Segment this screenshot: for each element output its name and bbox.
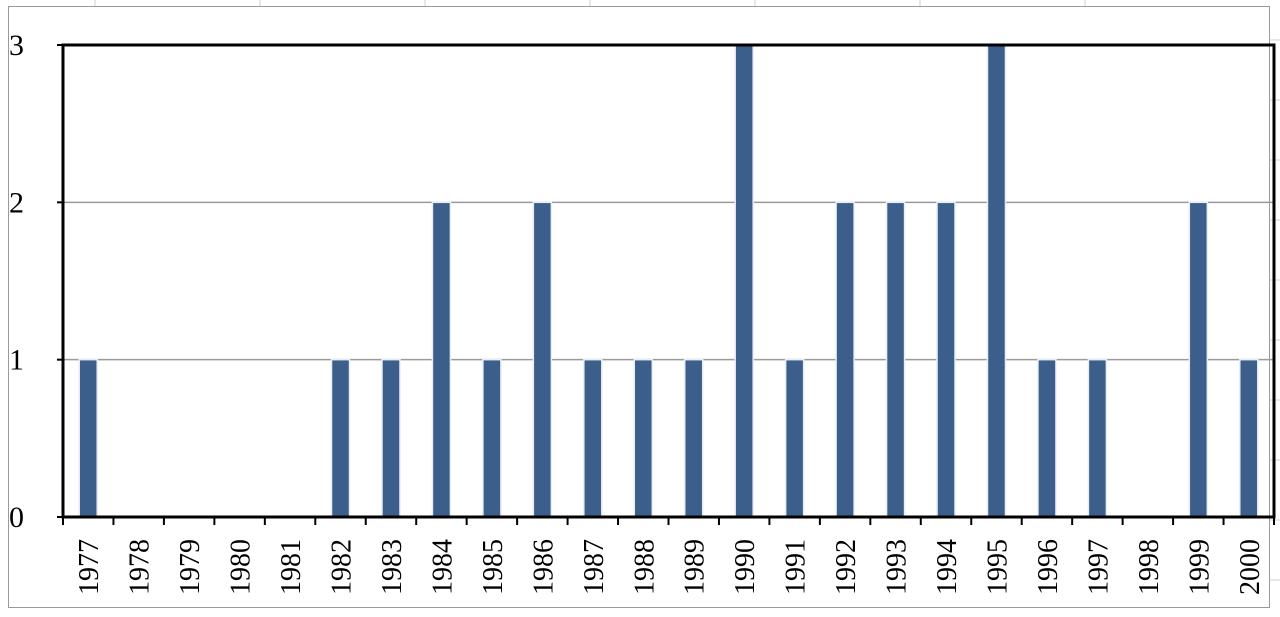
x-tick-label: 1991 bbox=[781, 539, 812, 595]
bar-1989 bbox=[683, 358, 704, 518]
bar-1988 bbox=[633, 358, 654, 518]
x-tick-label: 1998 bbox=[1134, 539, 1165, 595]
bar-2000 bbox=[1239, 358, 1259, 518]
bar-1982 bbox=[330, 358, 351, 518]
bar-1994 bbox=[936, 201, 956, 518]
y-tick-label: 2 bbox=[9, 186, 24, 219]
bar-1987 bbox=[583, 358, 603, 518]
x-tick-label: 1997 bbox=[1083, 539, 1114, 595]
bar-1993 bbox=[885, 201, 906, 518]
bars bbox=[78, 44, 1259, 518]
x-tick-label: 1978 bbox=[125, 539, 156, 595]
x-tick-label: 1994 bbox=[932, 539, 963, 595]
bar-1977 bbox=[78, 358, 98, 518]
x-tick-label: 1985 bbox=[478, 539, 509, 595]
x-tick-label: 1988 bbox=[629, 539, 660, 595]
bar-1997 bbox=[1087, 358, 1108, 518]
bar-1984 bbox=[431, 201, 452, 518]
x-axis-ticks bbox=[57, 44, 1275, 525]
x-tick-label: 1980 bbox=[226, 539, 257, 595]
bar-1983 bbox=[381, 358, 401, 518]
gridlines bbox=[63, 201, 1274, 361]
x-tick-label: 1987 bbox=[579, 539, 610, 595]
bar-1999 bbox=[1188, 201, 1209, 518]
x-tick-label: 1996 bbox=[1033, 539, 1064, 595]
x-tick-label: 1990 bbox=[730, 539, 761, 595]
y-tick-label: 0 bbox=[9, 501, 24, 534]
bar-1985 bbox=[482, 358, 502, 518]
x-tick-label: 1983 bbox=[377, 539, 408, 595]
bar-1996 bbox=[1037, 358, 1057, 518]
x-tick-label: 1977 bbox=[74, 539, 105, 595]
y-tick-label: 1 bbox=[9, 344, 24, 377]
bar-1995 bbox=[986, 44, 1007, 518]
y-tick-label: 3 bbox=[9, 29, 24, 62]
y-axis-labels: 0 1 2 3 bbox=[9, 29, 24, 534]
x-tick-label: 1982 bbox=[327, 539, 358, 595]
x-tick-label: 2000 bbox=[1235, 539, 1266, 595]
bar-1986 bbox=[532, 201, 553, 518]
x-tick-label: 1979 bbox=[175, 539, 206, 595]
bar-1991 bbox=[784, 358, 805, 518]
x-tick-label: 1993 bbox=[882, 539, 913, 595]
x-tick-label: 1984 bbox=[427, 539, 458, 595]
bar-1990 bbox=[734, 44, 754, 518]
x-tick-label: 1981 bbox=[276, 539, 307, 595]
x-tick-label: 1995 bbox=[982, 539, 1013, 595]
bar-1992 bbox=[835, 201, 855, 518]
x-tick-label: 1989 bbox=[680, 539, 711, 595]
x-tick-label: 1999 bbox=[1184, 539, 1215, 595]
x-tick-label: 1986 bbox=[528, 539, 559, 595]
x-axis-labels: 1977 1978 1979 1980 1981 1982 1983 1984 1985 1986… bbox=[74, 539, 1266, 595]
x-tick-label: 1992 bbox=[831, 539, 862, 595]
